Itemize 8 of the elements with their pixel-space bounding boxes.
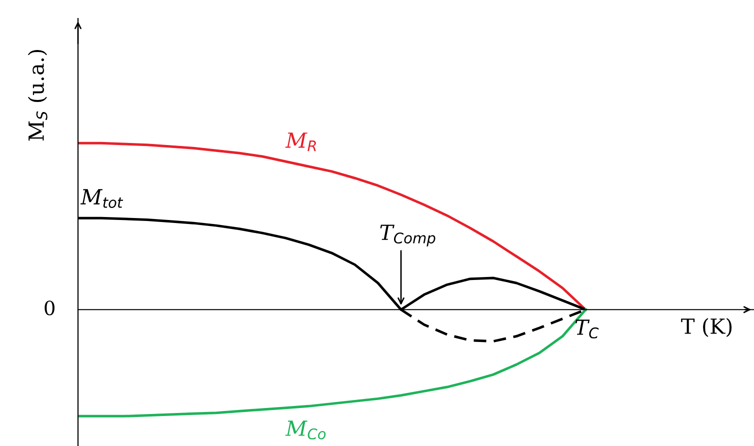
text: 0 (44, 300, 54, 316)
series-label: M$_{tot}$ (80, 189, 124, 208)
annotation: T$_{Comp}$ (380, 224, 436, 246)
y-axis-title: M$_{S}$ (u.a.) (28, 50, 48, 141)
x-axis-title: T (K) (681, 318, 732, 338)
series-label: M$_{Co}$ (285, 420, 326, 440)
series-label: M$_{R}$ (285, 132, 316, 152)
annotation: T$_{C}$ (575, 320, 599, 338)
